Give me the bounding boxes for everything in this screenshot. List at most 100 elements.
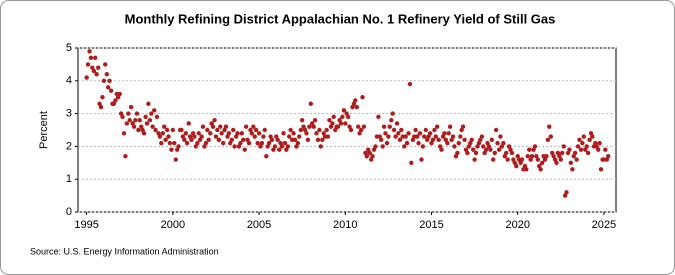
data-point — [344, 111, 349, 116]
data-point — [133, 117, 138, 123]
data-point — [460, 124, 466, 129]
data-point — [486, 144, 492, 149]
data-point — [229, 137, 235, 143]
data-point — [90, 65, 95, 70]
data-point — [235, 131, 240, 136]
data-point — [121, 131, 127, 136]
data-point — [356, 124, 361, 129]
data-point — [527, 147, 532, 152]
data-point — [184, 140, 190, 146]
data-point — [479, 134, 485, 139]
data-point — [447, 124, 453, 129]
data-point — [360, 95, 365, 100]
data-point — [193, 144, 198, 149]
data-point — [152, 108, 157, 113]
data-point — [393, 134, 398, 139]
data-point — [524, 167, 529, 172]
data-point — [108, 88, 114, 93]
data-point — [469, 137, 474, 143]
data-point — [414, 134, 420, 139]
data-point — [309, 121, 315, 126]
data-point — [597, 140, 602, 146]
data-point — [471, 147, 476, 152]
data-point — [252, 134, 257, 139]
data-point — [413, 127, 418, 133]
data-point — [496, 147, 502, 152]
data-point — [262, 127, 267, 133]
data-point — [131, 124, 137, 129]
data-point — [287, 134, 292, 139]
x-tick-label: 1995 — [74, 219, 98, 231]
x-tick-label: 2010 — [333, 219, 357, 231]
data-point — [407, 81, 413, 87]
data-point — [124, 121, 129, 126]
data-point — [434, 124, 440, 129]
data-point — [153, 127, 158, 133]
data-point — [534, 154, 539, 159]
data-point — [489, 137, 495, 143]
data-point — [539, 160, 545, 165]
data-point — [478, 137, 483, 143]
data-point — [143, 114, 148, 120]
data-point — [149, 111, 154, 116]
data-point — [343, 121, 348, 126]
data-point — [93, 55, 98, 61]
x-tick-label: 2025 — [592, 219, 616, 231]
data-point — [186, 121, 191, 126]
data-point — [505, 157, 510, 162]
data-point — [104, 72, 109, 77]
data-point — [519, 157, 525, 162]
data-point — [197, 137, 203, 143]
data-point — [560, 150, 565, 156]
data-point — [327, 117, 332, 123]
data-point — [320, 137, 325, 143]
data-point — [529, 154, 535, 159]
data-point — [317, 127, 322, 133]
data-point — [232, 144, 237, 149]
data-point — [113, 98, 118, 103]
data-point — [509, 150, 515, 156]
data-point — [173, 157, 178, 162]
data-point — [580, 140, 585, 146]
data-point — [376, 114, 381, 120]
data-point — [94, 72, 99, 77]
data-point — [128, 104, 134, 110]
data-point — [483, 147, 489, 152]
data-point — [91, 68, 97, 74]
data-point — [358, 127, 364, 133]
data-point — [292, 137, 298, 143]
data-point — [416, 140, 421, 146]
data-point — [144, 121, 150, 126]
data-point — [298, 127, 303, 133]
data-point — [127, 117, 132, 123]
data-point — [443, 137, 449, 143]
data-point — [284, 147, 289, 152]
data-point — [146, 101, 151, 106]
data-point — [596, 147, 601, 152]
data-point — [335, 124, 341, 129]
data-point — [606, 154, 611, 159]
data-point — [452, 144, 457, 149]
data-point — [84, 75, 89, 80]
data-point — [567, 147, 572, 152]
x-tick-label: 2000 — [161, 219, 185, 231]
y-axis-label: Percent — [38, 111, 50, 149]
data-point — [331, 114, 336, 120]
data-point — [261, 134, 266, 139]
data-point — [288, 127, 293, 133]
data-point — [561, 144, 566, 149]
data-point — [216, 137, 222, 143]
data-point — [253, 127, 259, 133]
data-point — [120, 114, 125, 120]
data-point — [312, 117, 318, 123]
data-point — [272, 144, 278, 149]
data-point — [354, 104, 360, 110]
data-point — [136, 127, 141, 133]
data-point — [430, 137, 436, 143]
data-point — [361, 124, 367, 129]
data-point — [458, 134, 463, 139]
data-point — [387, 124, 392, 129]
data-point — [137, 117, 142, 123]
data-point — [417, 131, 423, 136]
data-point — [542, 157, 548, 162]
